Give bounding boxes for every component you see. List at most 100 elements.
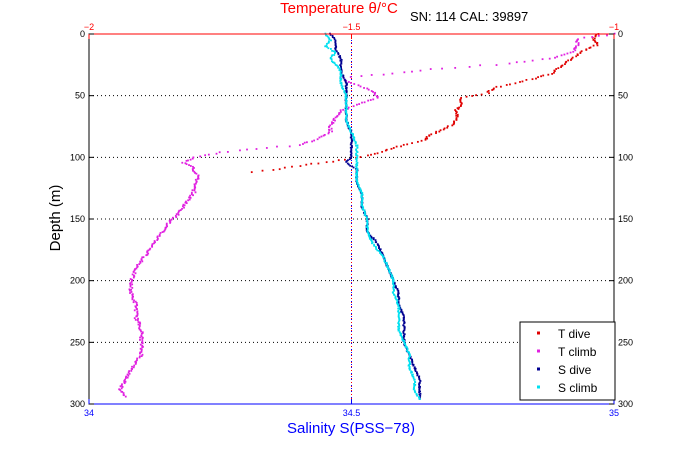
data-point [338, 55, 341, 58]
data-point [138, 355, 141, 358]
data-point [141, 340, 144, 342]
x-tick-label-bottom: 34 [84, 408, 94, 418]
series-t-climb [118, 32, 616, 398]
data-point [376, 96, 379, 99]
data-point [129, 282, 132, 285]
data-point [576, 54, 579, 56]
data-point [153, 240, 156, 242]
legend-marker-s-dive [537, 367, 540, 371]
data-point [438, 130, 441, 133]
data-point [356, 173, 358, 176]
data-point [414, 381, 417, 384]
data-point [350, 149, 353, 152]
data-point [385, 263, 388, 266]
data-point [403, 320, 406, 323]
data-point [576, 39, 579, 41]
data-point [128, 289, 131, 292]
data-point [428, 134, 431, 137]
data-point [397, 313, 400, 316]
data-point [429, 68, 432, 70]
data-point [339, 72, 342, 75]
data-point [136, 264, 138, 266]
data-point [125, 377, 127, 379]
data-point [364, 214, 367, 217]
data-point [519, 81, 521, 83]
data-point [367, 232, 370, 235]
data-point [392, 286, 395, 289]
data-point [401, 312, 404, 315]
data-point [133, 317, 136, 320]
data-point [140, 348, 143, 351]
data-point [124, 378, 126, 381]
data-point [340, 68, 343, 70]
data-point [140, 330, 142, 333]
data-point [597, 34, 600, 37]
data-point [131, 273, 134, 276]
data-point [338, 69, 341, 72]
data-point [540, 75, 543, 78]
data-point [188, 196, 190, 199]
data-point [192, 165, 194, 168]
data-point [345, 91, 348, 94]
data-point [366, 219, 368, 222]
data-point [337, 65, 340, 68]
data-point [239, 149, 241, 152]
data-point [139, 338, 141, 341]
data-point [408, 356, 410, 359]
data-point [356, 167, 359, 170]
data-point [369, 99, 372, 101]
data-point [426, 137, 429, 140]
data-point [345, 90, 348, 92]
data-point [138, 321, 141, 324]
data-point [358, 189, 361, 192]
data-point [595, 33, 598, 36]
data-point [411, 363, 414, 366]
data-point [193, 188, 196, 190]
data-point [333, 38, 336, 41]
data-point [344, 80, 347, 83]
data-point [340, 81, 343, 84]
data-point [187, 199, 190, 202]
data-point [337, 66, 340, 69]
data-points-layer [118, 32, 616, 400]
data-point [379, 252, 381, 254]
data-point [370, 239, 372, 242]
data-point [377, 249, 380, 252]
data-point [164, 226, 167, 229]
data-point [338, 113, 340, 116]
data-point [398, 331, 401, 333]
data-point [347, 81, 350, 83]
data-point [185, 202, 188, 205]
data-point [149, 247, 152, 250]
data-point [401, 336, 403, 338]
data-point [347, 159, 349, 162]
data-point [136, 310, 139, 313]
data-point [131, 283, 134, 286]
data-point [366, 221, 369, 224]
data-point [360, 196, 363, 199]
data-point [141, 344, 144, 347]
data-point [335, 50, 338, 53]
data-point [397, 315, 400, 318]
data-point [359, 188, 362, 191]
data-point [355, 160, 358, 163]
data-point [170, 218, 173, 221]
data-point [265, 147, 268, 149]
data-point [146, 253, 149, 256]
data-point [551, 72, 554, 75]
data-point [332, 119, 335, 121]
data-point [355, 158, 358, 160]
data-point [303, 141, 306, 144]
y-tick-label-left: 50 [75, 91, 85, 101]
data-point [396, 288, 399, 291]
data-point [406, 143, 409, 146]
data-point [330, 127, 333, 130]
data-point [129, 284, 132, 287]
data-point [560, 65, 563, 67]
data-point [124, 380, 127, 383]
data-point [357, 186, 360, 188]
data-point [136, 314, 139, 316]
data-point [402, 314, 405, 317]
data-point [189, 196, 192, 199]
data-point [560, 54, 563, 57]
